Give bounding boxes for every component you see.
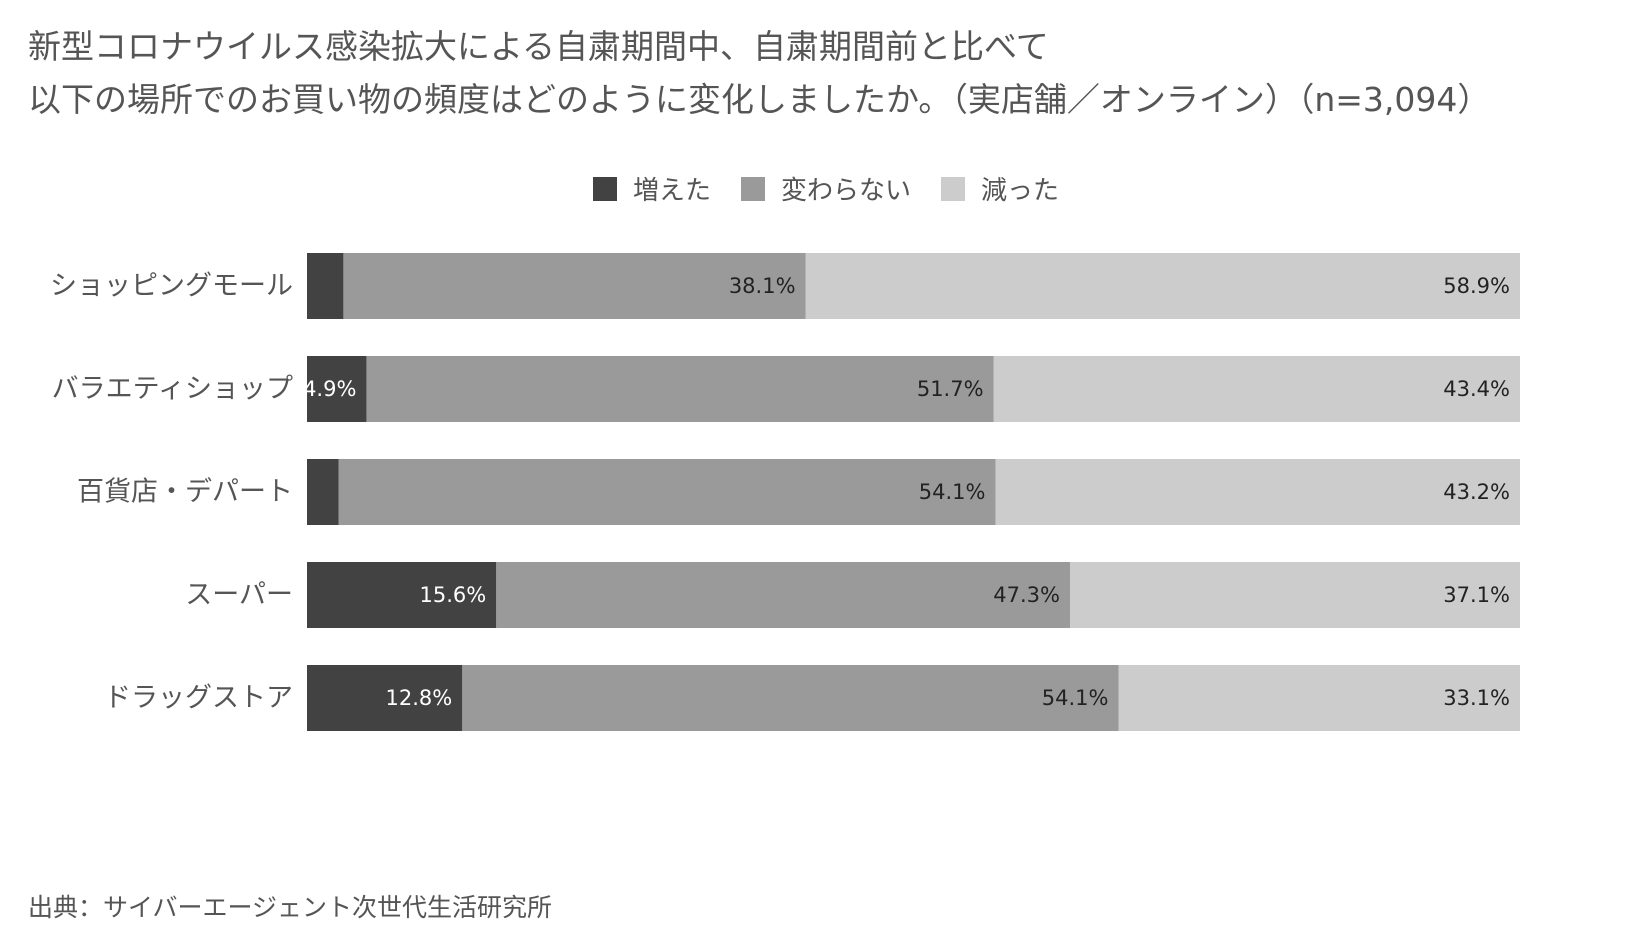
bar-row: バラエティショップ 4.9% 51.7% 43.4% [52, 356, 1520, 422]
bar-segment-increased [307, 459, 339, 525]
legend-label-unchanged: 変わらない [780, 176, 911, 206]
bar-row: スーパー 15.6% 47.3% 37.1% [185, 562, 1520, 628]
bar-segment-unchanged [366, 356, 994, 422]
data-label-unchanged: 38.1% [729, 274, 796, 298]
source-note: 出典：サイバーエージェント次世代生活研究所 [28, 893, 553, 922]
bar-segment-decreased [993, 356, 1520, 422]
bar-segment-increased [307, 253, 344, 319]
data-label-unchanged: 54.1% [1042, 686, 1109, 710]
category-label: スーパー [185, 580, 293, 611]
chart-legend: 増えた 変わらない 減った [0, 170, 1652, 207]
bar-segment-unchanged [462, 665, 1119, 731]
bar-row: 百貨店・デパート2.6%54.1%43.2% [77, 459, 1520, 525]
data-label-increased: 12.8% [386, 686, 453, 710]
data-label-decreased: 37.1% [1443, 583, 1510, 607]
data-label-decreased: 33.1% [1443, 686, 1510, 710]
bar-segment-decreased [1069, 562, 1520, 628]
chart-title: 新型コロナウイルス感染拡大による自粛期間中、自粛期間前と比べて 以下の場所でのお… [28, 20, 1638, 126]
chart-title-line-1: 新型コロナウイルス感染拡大による自粛期間中、自粛期間前と比べて [28, 27, 1049, 66]
bar-segment-decreased [1118, 665, 1520, 731]
legend-label-decreased: 減った [981, 176, 1060, 206]
chart-title-line-2: 以下の場所でのお買い物の頻度はどのように変化しましたか。（実店舗／オンライン）（… [28, 80, 1491, 119]
legend-item-increased: 増えた [592, 170, 711, 207]
data-label-decreased: 58.9% [1443, 274, 1510, 298]
legend-swatch-unchanged [740, 176, 765, 201]
bar-segment-increased [307, 665, 463, 731]
data-label-unchanged: 47.3% [993, 583, 1060, 607]
bar-segment-unchanged [496, 562, 1070, 628]
stacked-bar-chart: ショッピングモール3.0%38.1%58.9%バラエティショップ4.9%51.7… [50, 253, 1520, 731]
data-label-decreased: 43.4% [1443, 377, 1510, 401]
data-label-increased: 4.9% [303, 377, 356, 401]
legend-swatch-increased [592, 176, 617, 201]
bar-segment-unchanged [343, 253, 806, 319]
bar-segment-unchanged [338, 459, 996, 525]
legend-label-increased: 増えた [632, 176, 711, 206]
category-label: ドラッグストア [104, 683, 293, 714]
category-label: バラエティショップ [52, 374, 293, 405]
category-label: 百貨店・デパート [77, 477, 293, 508]
bar-segment-increased [307, 356, 367, 422]
bar-segment-decreased [995, 459, 1520, 525]
legend-item-unchanged: 変わらない [740, 170, 911, 207]
bar-segment-decreased [805, 253, 1520, 319]
category-label: ショッピングモール [50, 271, 293, 302]
bar-row: ドラッグストア 12.8% 54.1% 33.1% [104, 665, 1520, 731]
legend-item-decreased: 減った [941, 170, 1059, 207]
bar-segment-increased [307, 562, 497, 628]
data-label-unchanged: 51.7% [917, 377, 984, 401]
legend-swatch-decreased [941, 176, 965, 201]
data-label-decreased: 43.2% [1443, 480, 1510, 504]
data-label-unchanged: 54.1% [919, 480, 986, 504]
data-label-increased: 15.6% [420, 583, 487, 607]
